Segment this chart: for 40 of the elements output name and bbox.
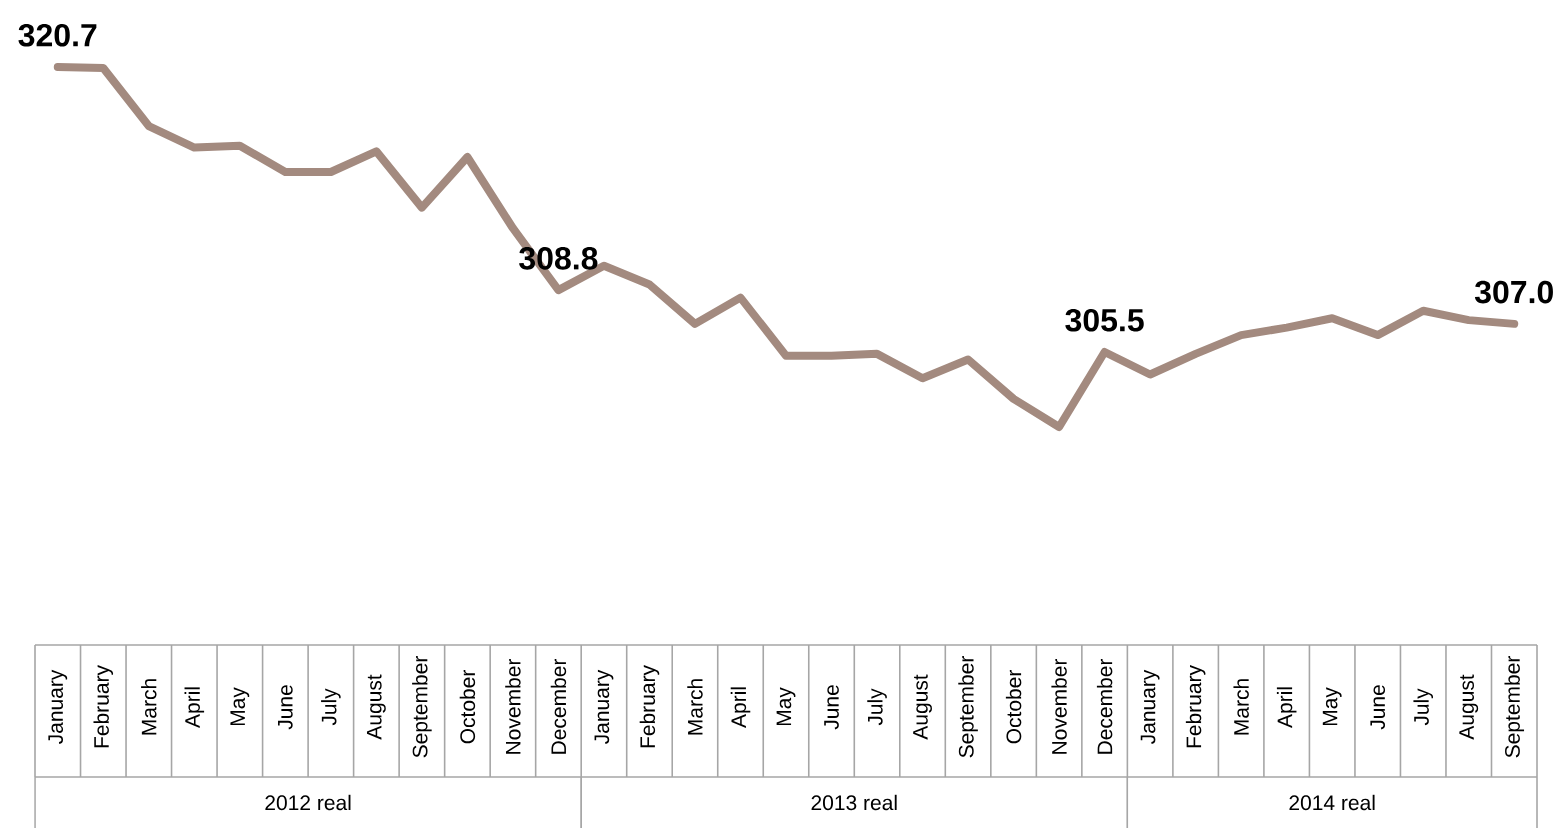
x-tick-label: September — [412, 655, 432, 758]
x-tick-label: June — [824, 685, 839, 730]
x-tick-label: March — [141, 679, 157, 735]
text: 2012 real — [265, 794, 351, 811]
x-tick-label: February — [1185, 665, 1206, 748]
data-label: 308.8 — [519, 247, 598, 270]
x-tick-label: December — [1096, 658, 1113, 754]
x-tick-label: May — [1322, 687, 1342, 726]
x-tick-label: April — [1276, 687, 1297, 728]
x-tick-label: August — [366, 674, 386, 740]
x-tick-label: May — [776, 687, 796, 726]
x-tick-label: April — [730, 687, 751, 728]
x-tick-label: January — [48, 669, 68, 745]
x-tick-label: August — [913, 674, 932, 740]
x-tick-label: November — [1051, 658, 1067, 754]
x-tick-label: December — [550, 658, 567, 754]
x-tick-label: September — [1504, 655, 1525, 758]
data-label: 320.7 — [18, 23, 97, 47]
data-label: 305.5 — [1065, 308, 1144, 332]
x-tick-label: July — [321, 688, 341, 726]
x-tick-label: January — [1140, 669, 1160, 745]
x-tick-label: October — [459, 669, 476, 744]
x-tick-label: March — [687, 679, 703, 735]
x-tick-label: February — [93, 665, 114, 748]
x-tick-label: July — [867, 688, 887, 726]
x-tick-label: September — [958, 655, 978, 758]
x-tick-label: June — [278, 685, 293, 730]
text: 2013 real — [811, 794, 897, 811]
x-tick-label: January — [594, 669, 614, 745]
x-tick-label: July — [1413, 688, 1434, 726]
data-label: 307.0 — [1474, 280, 1553, 304]
x-tick-label: November — [505, 658, 521, 754]
x-tick-label: June — [1370, 685, 1386, 730]
x-tick-label: May — [230, 687, 250, 726]
x-tick-label: October — [1005, 669, 1022, 744]
x-tick-label: April — [184, 687, 205, 728]
x-tick-label: March — [1233, 679, 1249, 735]
x-tick-label: February — [639, 665, 660, 748]
x-tick-label: August — [1459, 674, 1479, 740]
text: 2014 real — [1289, 794, 1375, 811]
